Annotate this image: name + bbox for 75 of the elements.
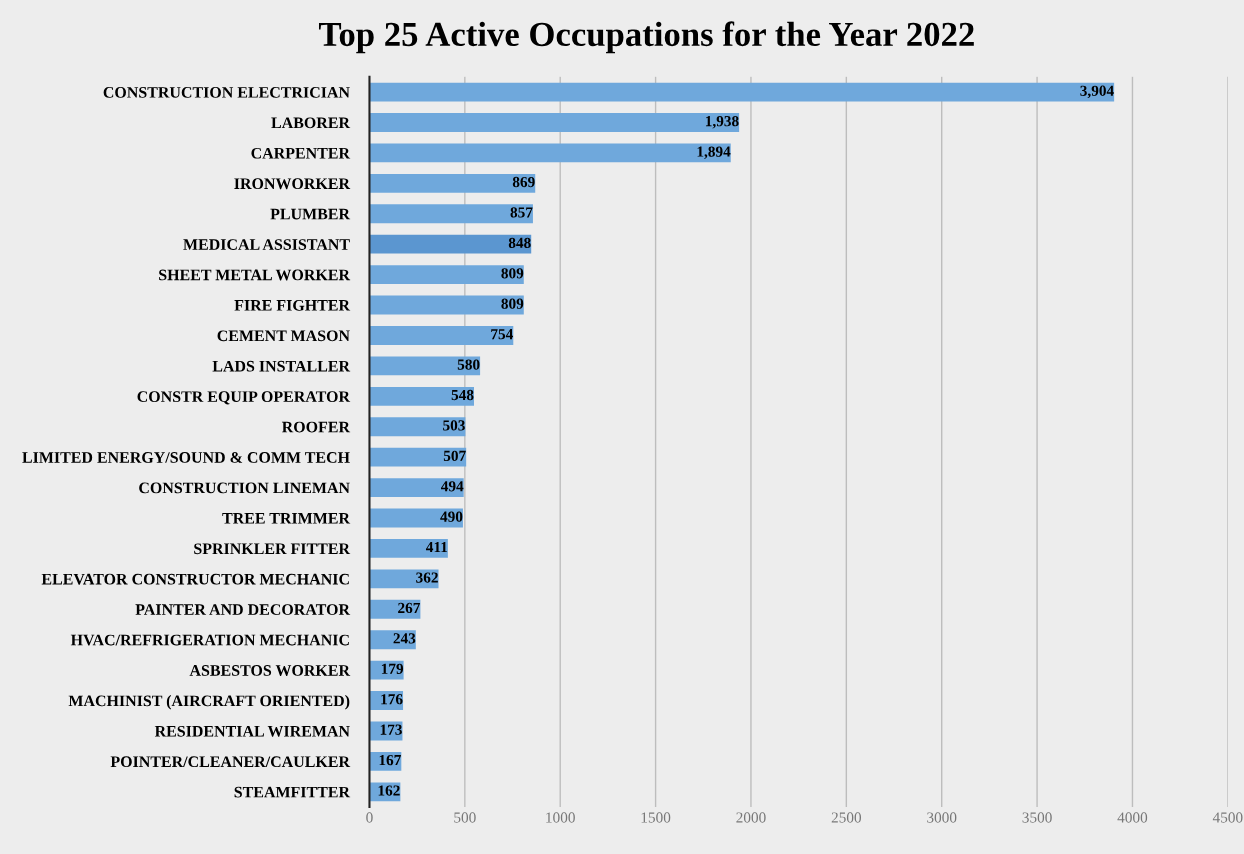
bar — [369, 143, 731, 163]
data-label: 411 — [426, 542, 448, 553]
x-tick-label: 1500 — [641, 812, 671, 823]
data-label: 176 — [381, 694, 403, 705]
x-tick-label: 500 — [454, 812, 476, 823]
y-tick-label: CONSTR EQUIP OPERATOR — [137, 391, 351, 405]
y-tick-label: SHEET METAL WORKER — [159, 269, 351, 281]
data-label: 179 — [381, 663, 404, 674]
y-tick-label: LABORER — [271, 117, 351, 129]
data-label: 754 — [491, 329, 514, 340]
bar — [369, 295, 524, 315]
data-label: 173 — [380, 724, 402, 735]
bar — [369, 265, 524, 285]
y-tick-label: POINTER/CLEANER/CAULKER — [110, 756, 351, 768]
data-label: 809 — [501, 268, 524, 279]
bar — [369, 478, 464, 498]
x-tick-label: 3500 — [1022, 812, 1052, 823]
data-label: 1,894 — [697, 146, 731, 159]
data-label: 494 — [440, 481, 464, 492]
bar — [369, 569, 439, 589]
y-tick-label: CONSTRUCTION ELECTRICIAN — [103, 87, 350, 98]
bar — [369, 417, 466, 437]
y-tick-label: CARPENTER — [251, 147, 351, 159]
x-tick-label: 4000 — [1117, 812, 1148, 823]
y-tick-label: ELEVATOR CONSTRUCTOR MECHANIC — [41, 573, 349, 585]
y-tick-label: HVAC/REFRIGERATION MECHANIC — [70, 634, 349, 646]
chart-title: Top 25 Active Occupations for the Year 2022 — [318, 21, 974, 54]
x-tick-label: 2500 — [831, 812, 862, 823]
data-label: 490 — [440, 511, 463, 522]
y-tick-label: CEMENT MASON — [217, 330, 350, 342]
x-tick-label: 2000 — [736, 812, 766, 823]
data-label: 580 — [457, 359, 480, 370]
y-tick-label: ASBESTOS WORKER — [189, 665, 351, 676]
x-tick-label: 3000 — [927, 812, 957, 823]
bar — [369, 234, 532, 254]
bar — [369, 447, 467, 467]
bar — [369, 356, 481, 376]
data-label: 243 — [393, 633, 416, 644]
data-label: 362 — [416, 572, 438, 583]
y-tick-label: MEDICAL ASSISTANT — [183, 239, 350, 250]
data-label: 869 — [512, 176, 535, 188]
data-label: 1,938 — [705, 116, 739, 129]
bar — [369, 386, 474, 406]
y-tick-label: PLUMBER — [270, 208, 351, 220]
x-tick-label: 0 — [366, 812, 373, 823]
x-tick-label: 4500 — [1212, 812, 1243, 823]
y-tick-label: SPRINKLER FITTER — [194, 543, 351, 555]
y-tick-label: TREE TRIMMER — [222, 513, 351, 524]
data-label: 507 — [443, 450, 466, 461]
data-label: 809 — [501, 298, 524, 309]
data-label: 3,904 — [1080, 85, 1114, 99]
y-tick-label: IRONWORKER — [234, 178, 351, 190]
bar — [369, 82, 1115, 102]
y-tick-label: ROOFER — [281, 421, 351, 433]
data-label: 267 — [398, 602, 421, 614]
data-label: 167 — [379, 754, 401, 766]
y-tick-label: FIRE FIGHTER — [234, 300, 351, 311]
y-tick-label: CONSTRUCTION LINEMAN — [139, 482, 350, 494]
bar — [369, 113, 740, 132]
y-tick-label: STEAMFITTER — [234, 786, 351, 798]
x-tick-label: 1000 — [546, 812, 575, 823]
y-tick-label: RESIDENTIAL WIREMAN — [154, 725, 350, 737]
bar — [369, 539, 448, 558]
data-label: 548 — [451, 389, 474, 401]
data-label: 857 — [510, 207, 533, 218]
data-label: 503 — [443, 420, 465, 431]
data-label: 162 — [378, 785, 400, 796]
data-label: 848 — [508, 237, 531, 249]
bar — [369, 204, 533, 224]
y-tick-label: LIMITED ENERGY/SOUND & COMM TECH — [22, 452, 350, 463]
y-tick-label: PAINTER AND DECORATOR — [135, 604, 351, 615]
bar — [369, 173, 536, 193]
y-tick-label: MACHINIST (AIRCRAFT ORIENTED) — [68, 695, 350, 710]
bar — [369, 326, 514, 345]
y-tick-label: LADS INSTALLER — [212, 360, 351, 372]
